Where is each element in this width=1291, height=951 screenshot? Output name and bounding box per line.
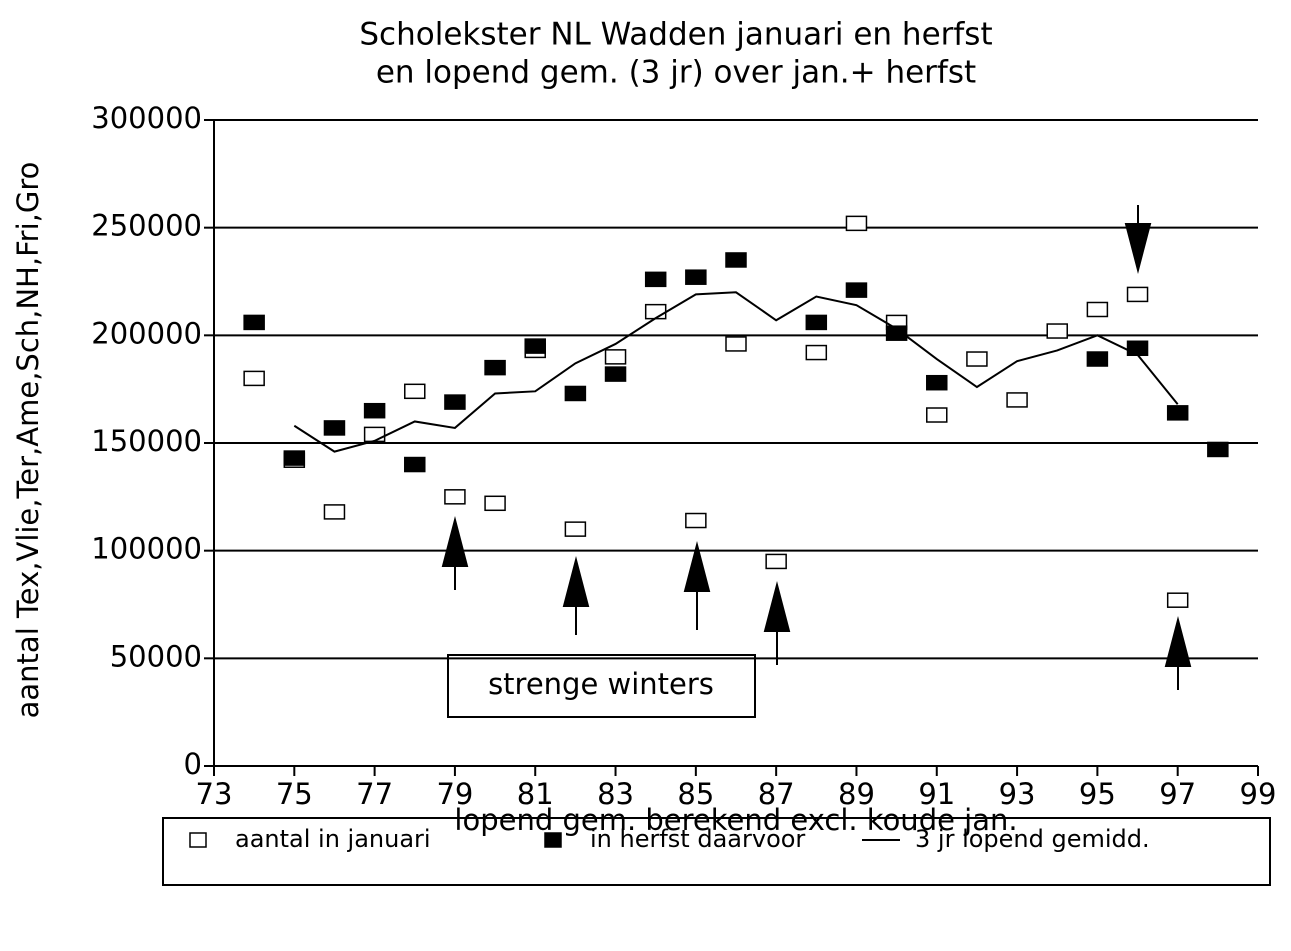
filled-square-marker [1126, 340, 1149, 357]
filled-square-marker [845, 282, 868, 298]
open-square-marker [484, 495, 506, 512]
x-tick-label: 75 [276, 777, 313, 811]
filled-square-marker [283, 450, 306, 466]
open-square-marker [444, 489, 466, 505]
filled-square-marker [444, 394, 466, 410]
open-square-marker [845, 215, 868, 232]
filled-square-marker [1207, 441, 1229, 458]
filled-square-marker [243, 314, 265, 331]
legend-box [162, 817, 1271, 886]
y-tick-label: 150000 [91, 424, 202, 458]
y-tick-label: 250000 [91, 209, 202, 243]
x-tick-label: 79 [436, 777, 473, 811]
filled-square-marker [885, 325, 908, 341]
open-square-marker [725, 336, 747, 352]
open-square-marker [1006, 392, 1028, 408]
filled-square-marker [404, 456, 426, 473]
y-tick-label: 100000 [91, 532, 202, 566]
legend-label: in herfst daarvoor [590, 825, 805, 853]
x-tick-label: 85 [677, 777, 714, 811]
x-tick-label: 99 [1240, 777, 1277, 811]
arrows [441, 205, 1192, 690]
filled-square-marker [323, 420, 346, 436]
filled-square-marker [363, 402, 386, 419]
annotation: strenge winters [488, 667, 714, 701]
open-square-marker [644, 303, 667, 320]
filled-square-marker [805, 314, 828, 331]
x-tick-label: 91 [918, 777, 955, 811]
filled-square-marker [484, 359, 506, 376]
x-tick-label: 87 [758, 777, 795, 811]
y-axis-label: aantal Tex,Vlie,Ter,Ame,Sch,NH,Fri,Gro [11, 162, 45, 719]
legend-label: aantal in januari [235, 825, 431, 853]
open-square-marker [765, 553, 787, 570]
y-tick-label: 200000 [91, 316, 202, 350]
y-tick-label: 0 [184, 747, 202, 781]
x-tick-label: 89 [838, 777, 875, 811]
filled-square-marker [685, 269, 707, 285]
x-tick-label: 95 [1079, 777, 1116, 811]
filled-square-marker [524, 338, 546, 354]
series-line [293, 291, 1179, 453]
open-square-marker [404, 383, 426, 400]
x-tick-label: 97 [1159, 777, 1196, 811]
open-square-marker [1166, 592, 1189, 608]
annotation-box [447, 654, 756, 718]
open-square-marker [805, 344, 828, 361]
chart-subtitle: en lopend gem. (3 jr) over jan.+ herfst [376, 55, 976, 91]
y-tick-label: 50000 [110, 639, 202, 673]
filled-square-marker [644, 271, 667, 288]
legend-label: 3 jr lopend gemidd. [915, 825, 1150, 853]
x-tick-label: 73 [196, 777, 233, 811]
filled-square-marker [1166, 405, 1189, 421]
x-tick-label: 77 [356, 777, 393, 811]
open-square-marker [966, 351, 988, 367]
open-square-marker [604, 349, 627, 365]
open-square-marker [1126, 286, 1149, 303]
y-tick-label: 300000 [91, 101, 202, 135]
open-square-marker [564, 521, 587, 537]
open-square-marker [1046, 323, 1068, 339]
filled-square-marker [1086, 351, 1109, 367]
filled-square-marker [926, 374, 948, 391]
chart-title: Scholekster NL Wadden januari en herfst [359, 17, 992, 53]
x-tick-label: 83 [597, 777, 634, 811]
x-tick-label: 93 [999, 777, 1036, 811]
open-square-marker [363, 426, 386, 443]
x-axis-label: lopend gem. berekend excl. koude jan. [454, 803, 1017, 837]
open-square-marker [685, 512, 707, 529]
open-square-marker [1086, 301, 1109, 318]
open-square-marker [323, 504, 346, 520]
open-square-marker [926, 407, 948, 423]
filled-square-marker [564, 385, 587, 402]
legend-swatch [544, 832, 562, 848]
x-tick-label: 81 [517, 777, 554, 811]
filled-square-marker [604, 366, 627, 382]
legend-swatch [189, 832, 207, 848]
filled-square-marker [725, 252, 747, 268]
open-square-marker [243, 370, 265, 387]
